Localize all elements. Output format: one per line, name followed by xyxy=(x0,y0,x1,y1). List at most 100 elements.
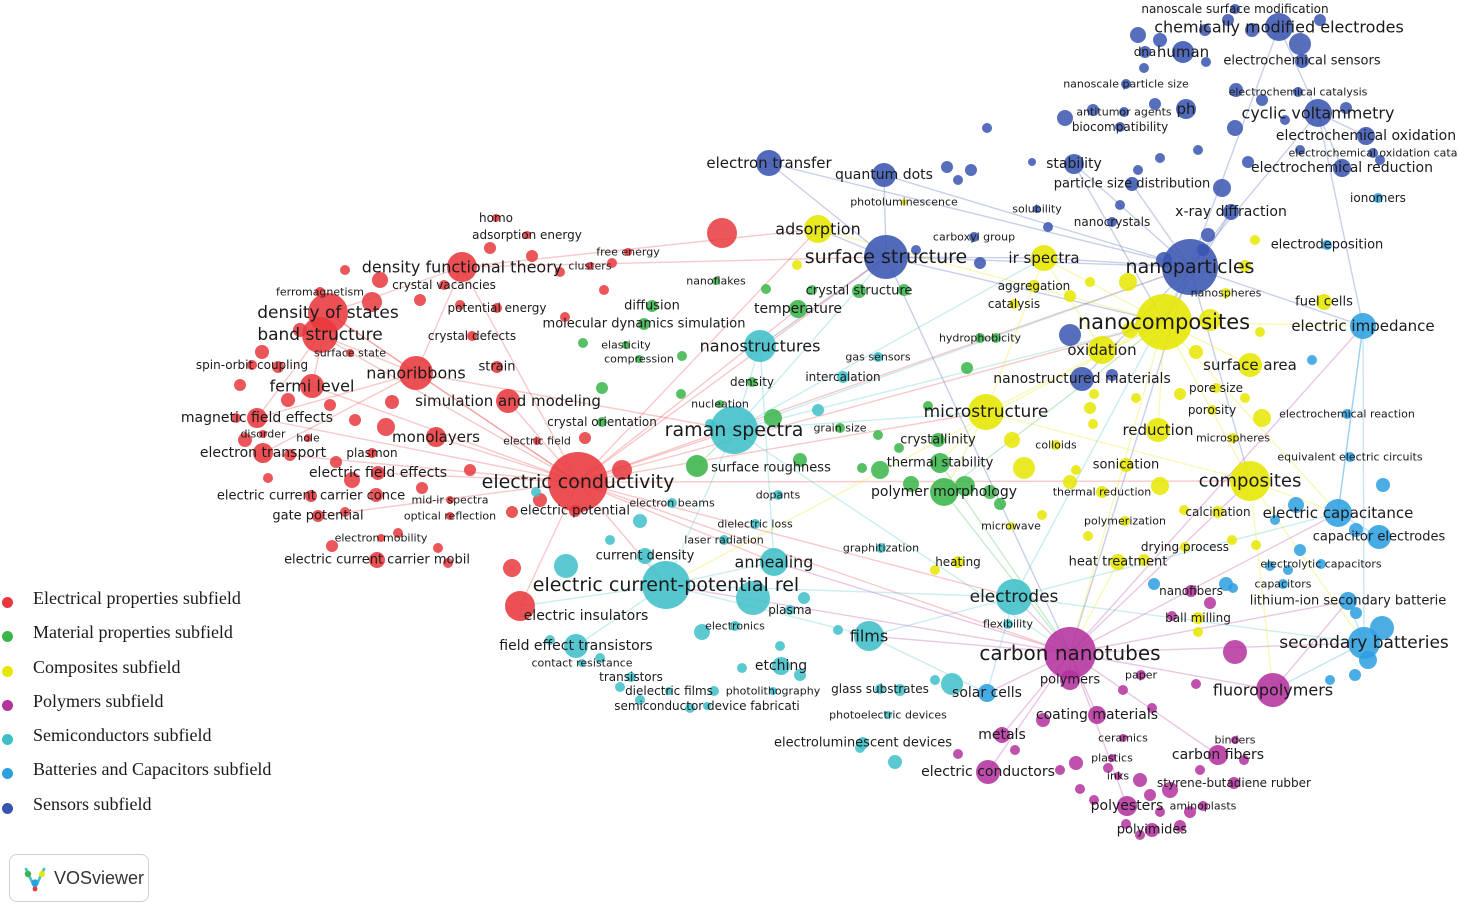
node-nanoflakes[interactable] xyxy=(712,277,720,285)
node-paper[interactable] xyxy=(1136,670,1146,680)
node-microwave[interactable] xyxy=(1007,522,1015,530)
node-ceramics[interactable] xyxy=(1119,734,1127,742)
node-graphitization[interactable] xyxy=(876,543,886,553)
node-capacitors[interactable] xyxy=(1278,579,1288,589)
node-oxidation[interactable] xyxy=(1088,336,1116,364)
node-nanostructured-materials[interactable] xyxy=(1070,367,1094,391)
node-hole[interactable] xyxy=(304,434,312,442)
node-plasmon[interactable] xyxy=(367,448,377,458)
node-polyesters[interactable] xyxy=(1117,796,1137,816)
node-particle-size-distribution[interactable] xyxy=(1125,177,1139,191)
node-electrochemical-oxidation-cata[interactable] xyxy=(1368,148,1378,158)
node-thermal-stability[interactable] xyxy=(930,453,950,473)
node-heat-treatment[interactable] xyxy=(1110,554,1126,570)
node-polymerization[interactable] xyxy=(1120,516,1130,526)
node-x-ray-diffraction[interactable] xyxy=(1223,204,1239,220)
node-nanoparticles[interactable] xyxy=(1162,239,1218,295)
node-hydrophobicity[interactable] xyxy=(975,333,985,343)
node-electron-mobility[interactable] xyxy=(377,534,385,542)
node-glass-substrates[interactable] xyxy=(875,684,885,694)
node-pore-size[interactable] xyxy=(1211,383,1221,393)
node-electrodeposition[interactable] xyxy=(1322,240,1332,250)
node-polymer-morphology[interactable] xyxy=(930,478,958,506)
node-laser-radiation[interactable] xyxy=(719,535,729,545)
node-simulation-and-modeling[interactable] xyxy=(496,389,520,413)
node-elasticity[interactable] xyxy=(622,341,630,349)
node-etching[interactable] xyxy=(772,657,790,675)
node-raman-spectra[interactable] xyxy=(710,406,758,454)
node-microspheres[interactable] xyxy=(1228,433,1238,443)
node-colloids[interactable] xyxy=(1051,440,1061,450)
node-dielectric-films[interactable] xyxy=(665,687,673,695)
node-surface-roughness[interactable] xyxy=(686,455,708,477)
node-transistors[interactable] xyxy=(626,672,636,682)
node-fluoropolymers[interactable] xyxy=(1256,673,1290,707)
node-flexibility[interactable] xyxy=(1003,619,1013,629)
node-stability[interactable] xyxy=(1064,154,1084,174)
node-surface-area[interactable] xyxy=(1238,353,1262,377)
node-coating-materials[interactable] xyxy=(1088,706,1106,724)
node-photoluminescence[interactable] xyxy=(901,199,907,205)
node-crystal-defects[interactable] xyxy=(467,331,477,341)
node-electrochemical-reduction[interactable] xyxy=(1333,159,1351,177)
node-electric-current-potential-rel[interactable] xyxy=(642,561,690,609)
node-electric-conductors[interactable] xyxy=(976,760,1000,784)
node-gate-potential[interactable] xyxy=(312,510,324,522)
node-metals[interactable] xyxy=(994,727,1010,743)
node-optical-reflection[interactable] xyxy=(446,512,454,520)
node-polymers[interactable] xyxy=(1060,670,1080,690)
node-sonication[interactable] xyxy=(1119,458,1133,472)
node-adsorption[interactable] xyxy=(804,215,832,243)
node-spin-orbit-coupling[interactable] xyxy=(247,360,257,370)
node-drying-process[interactable] xyxy=(1180,542,1190,552)
node-contact-resistance[interactable] xyxy=(578,659,586,667)
node-ph[interactable] xyxy=(1176,99,1196,119)
node-dopants[interactable] xyxy=(773,490,783,500)
node-crystal-orientation[interactable] xyxy=(597,417,607,427)
node-potential-energy[interactable] xyxy=(492,303,502,313)
node-magnetic-field-effects[interactable] xyxy=(247,408,267,428)
node-density-functional-theory[interactable] xyxy=(447,252,477,282)
node-films[interactable] xyxy=(854,621,884,651)
node-polyimides[interactable] xyxy=(1145,823,1159,837)
node-human[interactable] xyxy=(1172,41,1194,63)
node-lithium-ion-secondary-batterie[interactable] xyxy=(1339,592,1357,610)
node-crystal-structure[interactable] xyxy=(852,284,866,298)
node-photolithography[interactable] xyxy=(769,687,777,695)
node-electric-field-effects[interactable] xyxy=(371,466,385,480)
node-current-density[interactable] xyxy=(637,548,653,564)
node-photoelectric-devices[interactable] xyxy=(884,711,892,719)
node-carbon-nanotubes[interactable] xyxy=(1044,627,1096,679)
node-electrolytic-capacitors[interactable] xyxy=(1316,559,1326,569)
node-porosity[interactable] xyxy=(1207,405,1217,415)
node-thermal-reduction[interactable] xyxy=(1096,486,1108,498)
node-electrodes[interactable] xyxy=(996,579,1032,615)
node-dna[interactable] xyxy=(1139,46,1151,58)
node-equivalent-electric-circuits[interactable] xyxy=(1345,452,1355,462)
node-clusters[interactable] xyxy=(586,262,594,270)
node-molecular-dynamics-simulation[interactable] xyxy=(638,318,650,330)
node-mid-ir-spectra[interactable] xyxy=(446,496,454,504)
node-nucleation[interactable] xyxy=(716,400,724,408)
node-electron-transport[interactable] xyxy=(253,443,273,463)
node-disorder[interactable] xyxy=(259,430,267,438)
node-field-effect-transistors[interactable] xyxy=(564,634,588,658)
node-aggregation[interactable] xyxy=(1028,280,1040,292)
node-carbon-fibers[interactable] xyxy=(1208,745,1228,765)
node-plasma[interactable] xyxy=(785,605,795,615)
node-adsorption-energy[interactable] xyxy=(523,231,531,239)
node-electric-current-carrier-mobil[interactable] xyxy=(369,552,385,568)
node-fuel-cells[interactable] xyxy=(1316,294,1332,310)
node-electron-transfer[interactable] xyxy=(756,150,782,176)
node-nanostructures[interactable] xyxy=(744,330,776,362)
node-electric-impedance[interactable] xyxy=(1350,313,1376,339)
node-crystallinity[interactable] xyxy=(931,433,945,447)
node-carboxyl-group[interactable] xyxy=(969,232,979,242)
node-electrochemical-oxidation[interactable] xyxy=(1357,127,1375,145)
node-free-energy[interactable] xyxy=(624,248,632,256)
node-nanospheres[interactable] xyxy=(1221,288,1231,298)
node-gas-sensors[interactable] xyxy=(873,352,883,362)
node-electroluminescent-devices[interactable] xyxy=(857,737,869,749)
node-aminoplasts[interactable] xyxy=(1198,801,1208,811)
node-compression[interactable] xyxy=(635,355,643,363)
